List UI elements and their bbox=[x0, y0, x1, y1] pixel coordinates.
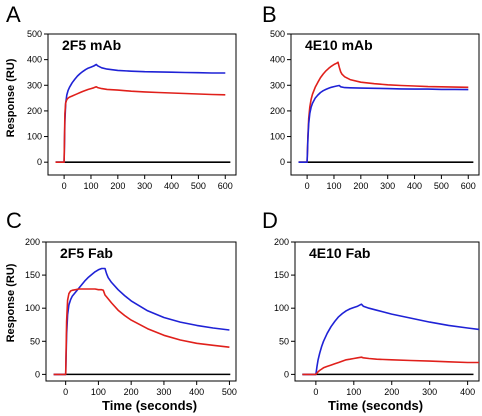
y-tick-label: 200 bbox=[274, 237, 289, 247]
x-tick-label: 200 bbox=[384, 387, 399, 397]
x-tick-label: 200 bbox=[110, 181, 125, 191]
x-tick-label: 0 bbox=[305, 181, 310, 191]
x-tick-label: 200 bbox=[124, 387, 139, 397]
plot-a: 0 100 200 300 400 500 600 0 100 200 300 400 500 2F5 m… bbox=[27, 29, 237, 191]
x-tick-label: 500 bbox=[434, 181, 449, 191]
panel-letter-d: D bbox=[262, 208, 278, 233]
chart-title: 2F5 mAb bbox=[62, 37, 121, 53]
x-tick-label: 600 bbox=[461, 181, 476, 191]
series-line-1 bbox=[302, 303, 480, 376]
y-tick-label: 0 bbox=[35, 369, 40, 379]
y-tick-label: 500 bbox=[27, 29, 42, 39]
plot-frame bbox=[45, 241, 237, 382]
plot-frame bbox=[294, 241, 480, 382]
y-tick-label: 150 bbox=[25, 270, 40, 280]
x-tick-label: 100 bbox=[326, 181, 341, 191]
series-line-2 bbox=[55, 86, 226, 163]
y-tick-label: 400 bbox=[27, 55, 42, 65]
plot-d: 0 100 200 300 400 0 50 100 150 200 4E10 Fab bbox=[274, 237, 480, 397]
y-tick-label: 300 bbox=[270, 80, 285, 90]
x-tick-label: 100 bbox=[91, 387, 106, 397]
y-tick-label: 0 bbox=[284, 369, 289, 379]
series-line-1 bbox=[55, 63, 226, 163]
series-line-2 bbox=[302, 356, 479, 376]
chart-title: 4E10 mAb bbox=[305, 37, 373, 53]
series-line-1 bbox=[298, 61, 469, 163]
x-axis-label-bottom-right: Time (seconds) bbox=[328, 398, 424, 413]
x-tick-label: 100 bbox=[83, 181, 98, 191]
y-tick-label: 150 bbox=[274, 270, 289, 280]
y-tick-label: 0 bbox=[37, 157, 42, 167]
y-tick-label: 300 bbox=[27, 80, 42, 90]
series-line-1 bbox=[53, 267, 230, 376]
x-tick-label: 0 bbox=[63, 387, 68, 397]
x-tick-label: 0 bbox=[62, 181, 67, 191]
y-tick-label: 50 bbox=[279, 336, 289, 346]
x-tick-label: 300 bbox=[137, 181, 152, 191]
plot-frame bbox=[47, 33, 237, 176]
x-tick-label: 300 bbox=[156, 387, 171, 397]
x-tick-label: 500 bbox=[222, 387, 237, 397]
y-tick-label: 500 bbox=[270, 29, 285, 39]
y-tick-label: 200 bbox=[27, 106, 42, 116]
chart-title: 4E10 Fab bbox=[309, 245, 370, 261]
x-tick-label: 400 bbox=[407, 181, 422, 191]
panel-letter-c: C bbox=[6, 208, 22, 233]
x-tick-label: 600 bbox=[218, 181, 233, 191]
y-tick-label: 400 bbox=[270, 55, 285, 65]
x-tick-label: 400 bbox=[460, 387, 475, 397]
x-tick-label: 100 bbox=[346, 387, 361, 397]
x-tick-label: 200 bbox=[353, 181, 368, 191]
x-tick-label: 400 bbox=[189, 387, 204, 397]
x-tick-label: 500 bbox=[191, 181, 206, 191]
y-tick-label: 200 bbox=[25, 237, 40, 247]
y-tick-label: 200 bbox=[270, 106, 285, 116]
y-tick-label: 50 bbox=[30, 336, 40, 346]
panel-letter-a: A bbox=[6, 2, 21, 27]
y-tick-label: 100 bbox=[25, 303, 40, 313]
plot-frame bbox=[290, 33, 480, 176]
series-line-2 bbox=[53, 288, 230, 376]
plot-c: 0 100 200 300 400 500 0 50 100 150 200 2F5 Fab bbox=[25, 237, 237, 397]
panel-letter-b: B bbox=[262, 2, 277, 27]
x-axis-label-bottom-left: Time (seconds) bbox=[102, 398, 198, 413]
y-tick-label: 0 bbox=[280, 157, 285, 167]
series-line-2 bbox=[298, 84, 469, 163]
x-tick-label: 300 bbox=[380, 181, 395, 191]
x-tick-label: 400 bbox=[164, 181, 179, 191]
y-tick-label: 100 bbox=[270, 132, 285, 142]
x-tick-label: 0 bbox=[313, 387, 318, 397]
chart-title: 2F5 Fab bbox=[60, 245, 113, 261]
y-tick-label: 100 bbox=[27, 132, 42, 142]
y-tick-label: 100 bbox=[274, 303, 289, 313]
plot-b: 0 100 200 300 400 500 600 0 100 200 300 400 500 4E10 … bbox=[270, 29, 480, 191]
x-tick-label: 300 bbox=[422, 387, 437, 397]
